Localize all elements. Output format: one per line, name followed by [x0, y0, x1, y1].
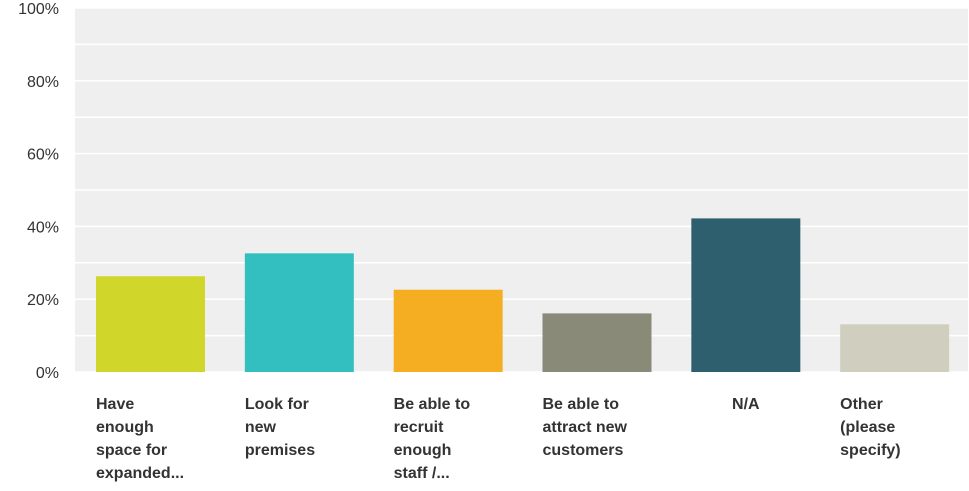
x-category-label-line: enough: [96, 419, 154, 436]
x-category-label: Be able to attract new customers: [543, 393, 672, 462]
x-category-label-line: Look for: [244, 396, 309, 413]
x-category-label-line: Other: [840, 396, 883, 413]
x-category-label: N/A: [691, 393, 800, 416]
x-category-label-line: enough: [393, 442, 452, 459]
y-tick-label: 60%: [27, 147, 59, 164]
y-tick-label: 0%: [36, 365, 59, 382]
x-category-label-line: N/A: [732, 396, 760, 413]
gridlines: [75, 7, 968, 373]
x-category-label-line: new: [244, 419, 276, 436]
x-category-label-line: staff /...: [393, 465, 450, 482]
y-tick-label: 80%: [27, 74, 59, 91]
x-category-label-line: attract new: [542, 419, 627, 436]
x-category-label: Look for new premises: [245, 393, 374, 462]
y-tick-label: 40%: [27, 219, 59, 236]
bar: [542, 313, 652, 372]
x-category-label: Be able to recruit enough staff /...: [394, 393, 523, 485]
x-category-label-line: Be able to: [393, 396, 471, 413]
x-category-label: Have enough space for expanded...: [96, 393, 225, 485]
bars: [96, 218, 950, 372]
x-category-label-line: premises: [244, 442, 316, 459]
bar: [393, 289, 503, 372]
bar: [96, 276, 205, 372]
x-category-label-line: expanded...: [96, 465, 185, 482]
y-axis-tick-labels: 0% 20% 40% 60% 80% 100%: [18, 1, 59, 382]
y-tick-label: 20%: [27, 292, 59, 309]
y-tick-label: 100%: [18, 1, 59, 18]
x-category-label-line: Have: [96, 396, 135, 413]
x-category-label-line: (please: [840, 419, 896, 436]
bar: [691, 218, 801, 372]
bar: [840, 324, 950, 372]
x-category-label-line: space for: [96, 442, 168, 459]
x-category-label-line: customers: [542, 442, 624, 459]
bar: [244, 253, 354, 372]
x-category-label-line: recruit: [393, 419, 444, 436]
x-category-label-line: specify): [840, 442, 901, 459]
x-category-label-line: Be able to: [542, 396, 619, 413]
x-category-label: Other (please specify): [840, 393, 969, 462]
